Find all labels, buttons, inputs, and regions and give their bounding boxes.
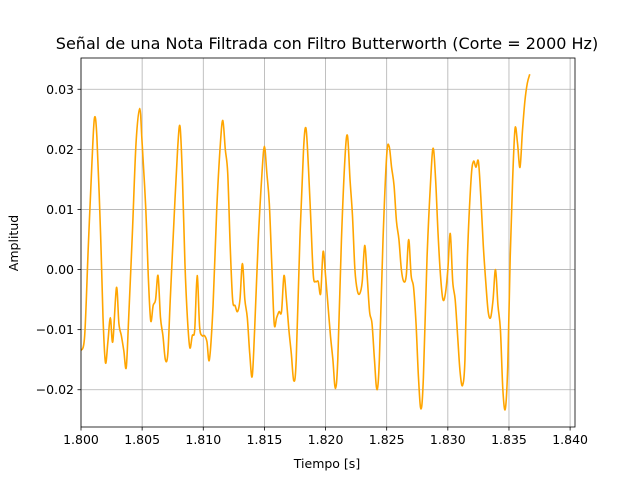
x-tick-label: 1.830: [430, 432, 466, 447]
x-tick-label: 1.805: [124, 432, 160, 447]
y-tick-label: 0.03: [46, 82, 74, 97]
x-tick-label: 1.815: [247, 432, 283, 447]
x-axis-label: Tiempo [s]: [293, 456, 360, 471]
y-tick-label: −0.02: [36, 382, 74, 397]
grid-lines: [80, 58, 575, 427]
y-axis-label: Amplitud: [6, 215, 21, 271]
chart-title: Señal de una Nota Filtrada con Filtro Bu…: [56, 34, 598, 53]
y-tick-label: 0.00: [46, 262, 74, 277]
x-axis-ticks: 1.800 1.805 1.810 1.815 1.820 1.825 1.830 1.835…: [63, 427, 588, 447]
x-tick-label: 1.835: [491, 432, 527, 447]
x-tick-label: 1.840: [552, 432, 588, 447]
axes-frame: [80, 57, 576, 428]
y-axis-ticks: −0.02 −0.01 0.00 0.01 0.02 0.03: [36, 82, 81, 397]
y-tick-label: 0.01: [46, 202, 74, 217]
x-tick-label: 1.810: [185, 432, 221, 447]
x-tick-label: 1.820: [308, 432, 344, 447]
x-tick-label: 1.800: [63, 432, 99, 447]
y-tick-label: 0.02: [46, 142, 74, 157]
signal-line-series-0: [81, 74, 531, 411]
x-tick-label: 1.825: [369, 432, 405, 447]
y-tick-label: −0.01: [36, 322, 74, 337]
plot-area: [81, 74, 531, 411]
